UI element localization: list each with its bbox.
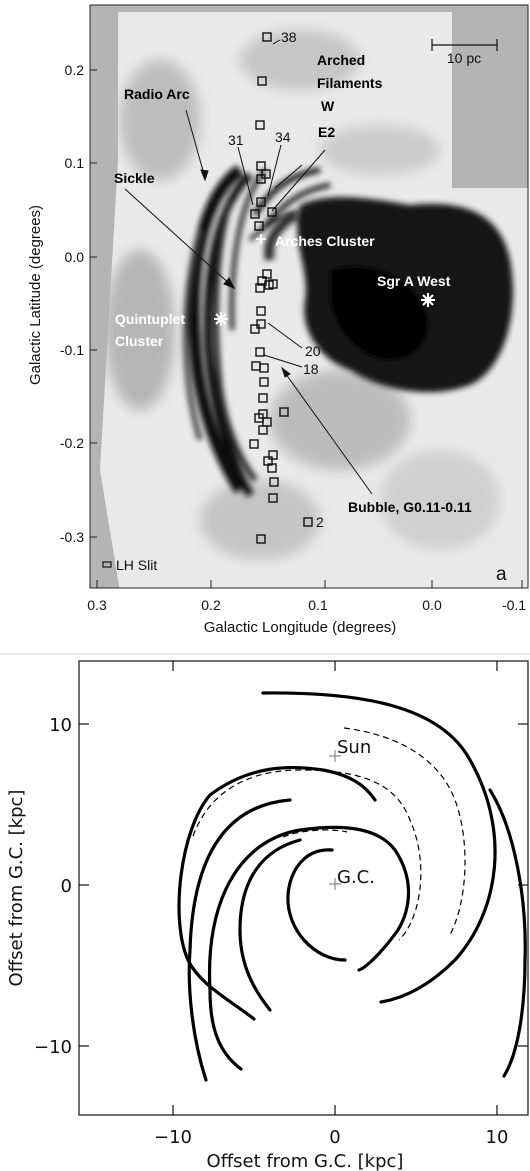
scale-bar-label: 10 pc <box>447 50 481 66</box>
gc-label: G.C. <box>337 867 375 888</box>
arm-solid-5 <box>488 788 527 1078</box>
top-xtick-1: 0.2 <box>201 597 221 613</box>
label-arches-cluster: Arches Cluster <box>275 233 375 249</box>
bottom-ytick-2: −10 <box>34 1037 72 1058</box>
top-ytick-1: 0.1 <box>65 155 85 171</box>
label-quintuplet: Quintuplet <box>115 311 185 327</box>
top-y-ticks <box>90 69 97 538</box>
arm-dashed-3 <box>282 829 348 838</box>
bottom-panel: −10 0 10 10 0 −10 Offset from G.C. [kpc]… <box>6 660 529 1171</box>
lh-slit-legend-label: LH Slit <box>116 557 157 573</box>
top-ytick-0: 0.2 <box>65 62 85 78</box>
bottom-xtick-1: 0 <box>329 1127 340 1148</box>
top-ytick-3: -0.1 <box>60 342 84 358</box>
bottom-ytick-0: 10 <box>49 715 72 736</box>
spiral-arms-solid <box>177 691 527 1082</box>
gc-marker <box>329 878 341 890</box>
label-20: 20 <box>305 343 321 359</box>
bottom-ytick-1: 0 <box>61 876 72 897</box>
top-x-ticks <box>96 580 523 588</box>
top-ytick-2: 0.0 <box>65 249 85 265</box>
label-cluster: Cluster <box>115 333 164 349</box>
label-sgr-a-west: Sgr A West <box>377 273 451 289</box>
arm-solid-6 <box>238 838 302 1012</box>
panel-letter: a <box>496 564 507 585</box>
bottom-y-ticks <box>79 723 528 1047</box>
label-34: 34 <box>275 129 291 145</box>
label-e2: E2 <box>318 124 335 140</box>
label-filaments: Filaments <box>317 75 383 91</box>
label-18: 18 <box>303 361 319 377</box>
top-xtick-3: 0.0 <box>422 597 442 613</box>
arm-dashed-1 <box>343 727 466 936</box>
label-38: 38 <box>281 29 297 45</box>
arm-solid-7 <box>286 848 347 962</box>
label-2: 2 <box>316 514 324 530</box>
arm-solid-1 <box>261 691 497 1004</box>
sun-marker <box>329 750 341 762</box>
spiral-arms-dashed <box>192 727 466 941</box>
label-arched: Arched <box>317 52 365 68</box>
star-quintuplet <box>214 312 228 326</box>
arm-solid-4 <box>207 825 411 1071</box>
scale-bar <box>431 39 498 51</box>
top-xtick-2: 0.1 <box>308 597 328 613</box>
top-x-axis-label: Galactic Longitude (degrees) <box>204 619 397 636</box>
label-sickle: Sickle <box>114 170 155 186</box>
arm-solid-3 <box>187 798 292 1082</box>
plot-frame <box>89 4 529 589</box>
label-w: W <box>321 98 335 114</box>
bottom-plot-frame <box>78 660 529 1116</box>
top-xtick-0: 0.3 <box>87 597 107 613</box>
star-arches <box>256 234 266 244</box>
lh-slit-positions <box>249 32 313 544</box>
label-31: 31 <box>228 132 244 148</box>
bottom-y-axis-label: Offset from G.C. [kpc] <box>6 790 27 987</box>
lh-slit-legend-icon <box>102 561 112 568</box>
leader-lines <box>124 39 373 495</box>
sun-label: Sun <box>337 737 371 758</box>
label-radio-arc: Radio Arc <box>124 86 190 102</box>
top-ytick-4: -0.2 <box>60 435 84 451</box>
top-ytick-5: -0.3 <box>60 529 84 545</box>
bottom-x-ticks <box>172 661 498 1115</box>
arm-dashed-2 <box>192 769 422 941</box>
top-y-axis-label: Galactic Latitude (degrees) <box>27 205 44 385</box>
star-sgra <box>421 293 435 307</box>
bottom-xtick-2: 10 <box>486 1127 509 1148</box>
bottom-xtick-0: −10 <box>154 1127 192 1148</box>
top-xtick-4: -0.1 <box>502 597 526 613</box>
bottom-x-axis-label: Offset from G.C. [kpc] <box>207 1151 404 1171</box>
top-panel: 0.3 0.2 0.1 0.0 -0.1 0.2 0.1 0.0 -0.1 -0… <box>27 4 529 636</box>
label-bubble: Bubble, G0.11-0.11 <box>348 499 472 515</box>
